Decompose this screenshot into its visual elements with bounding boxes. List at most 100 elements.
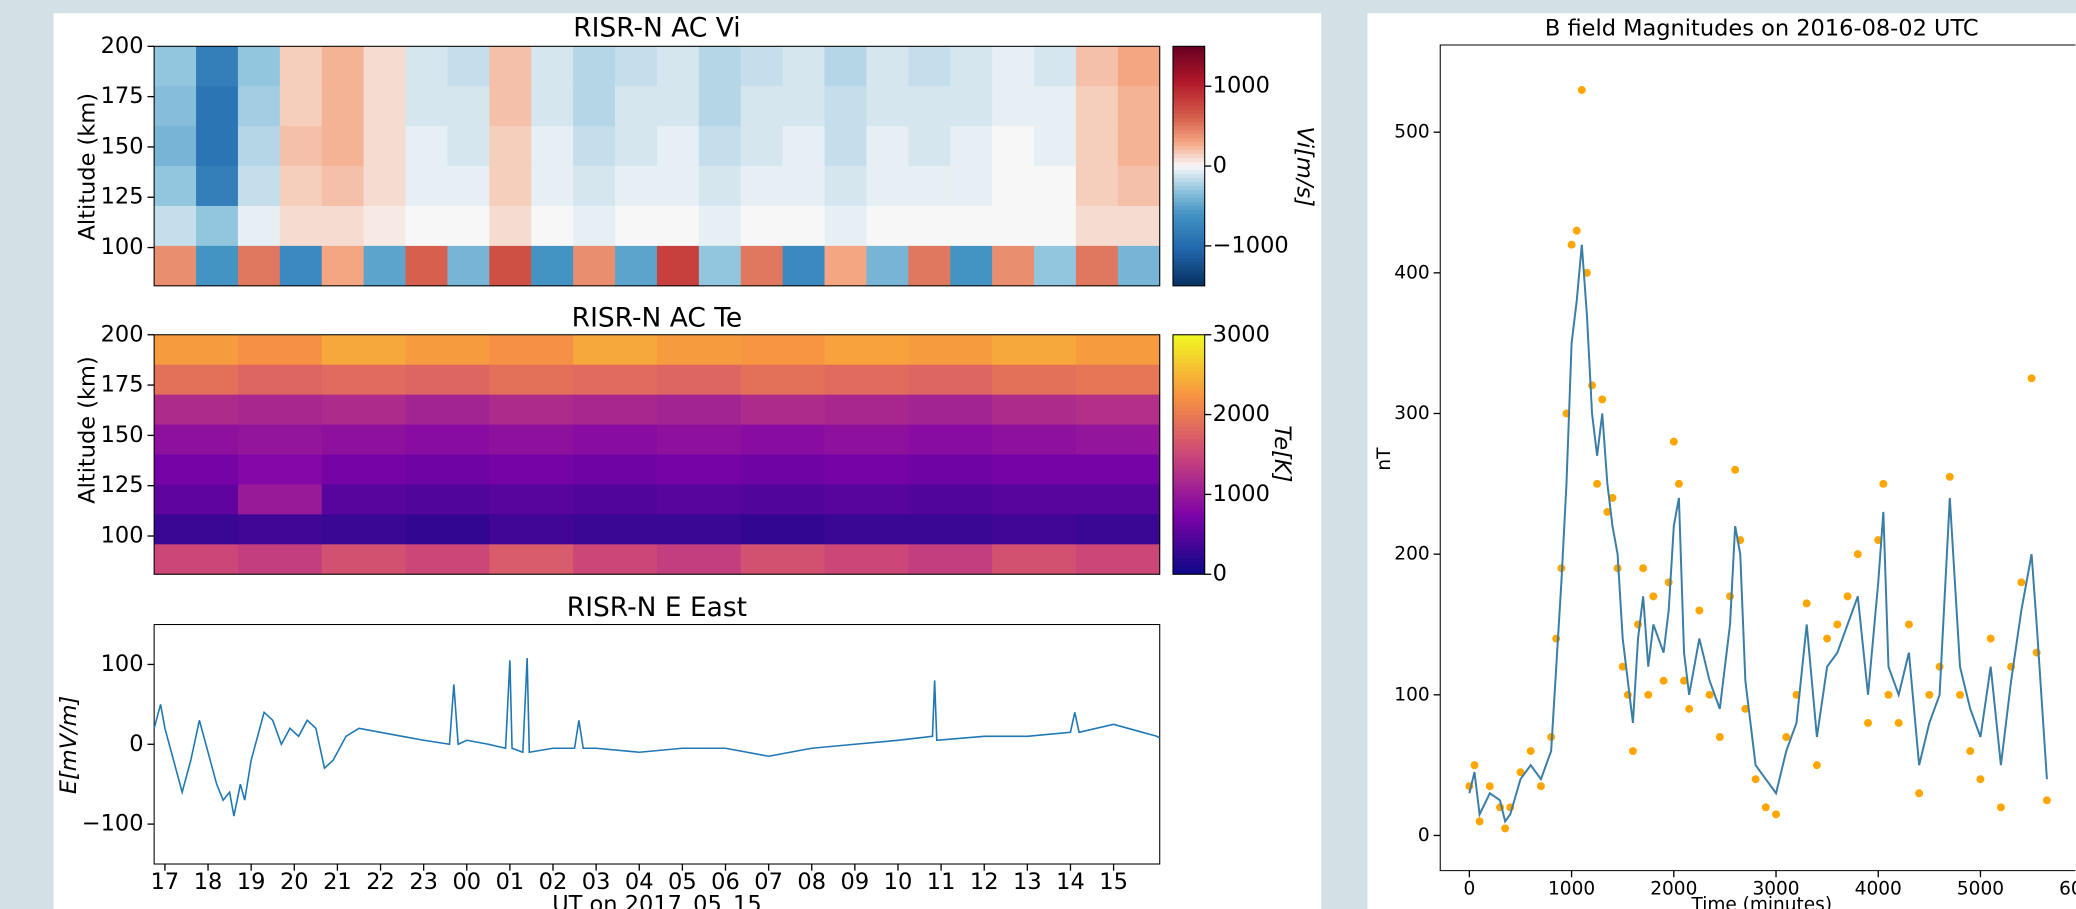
colorbar-segment (1172, 86, 1205, 91)
heatmap-cell (992, 205, 1035, 247)
scatter-point (1853, 550, 1862, 559)
heatmap-cell (489, 394, 574, 425)
x-tick-label: 5000 (1957, 879, 2004, 900)
heatmap-cell (489, 544, 574, 575)
heatmap-cell (782, 86, 825, 127)
colorbar-segment (1172, 386, 1205, 392)
colorbar-segment (1172, 126, 1205, 131)
heatmap-cell (237, 334, 323, 366)
colorbar-segment (1172, 402, 1205, 407)
heatmap-cell (237, 86, 281, 127)
colorbar-segment (1172, 249, 1205, 255)
heatmap-cell (992, 245, 1035, 287)
colorbar-segment (1172, 138, 1205, 143)
heatmap-cell (782, 46, 825, 87)
heatmap-cell (740, 245, 784, 287)
colorbar-segment (1172, 98, 1205, 103)
colorbar-segment (1172, 46, 1205, 51)
heatmap-cell (824, 364, 909, 396)
scatter-point (1751, 775, 1760, 784)
heatmap-cell (363, 46, 406, 87)
heatmap-cell (698, 166, 742, 207)
heatmap-cell (656, 514, 742, 545)
x-tick-label: 18 (194, 869, 223, 895)
colorbar-segment (1172, 338, 1205, 344)
colorbar-segment (1172, 114, 1205, 119)
heatmap-cell (656, 245, 700, 287)
colorbar-segment (1172, 382, 1205, 388)
scatter-point (1628, 747, 1637, 756)
heatmap-cell (321, 544, 406, 575)
y-tick-label: 500 (1394, 122, 1429, 143)
heatmap-cell (740, 166, 784, 207)
heatmap-cell (992, 86, 1035, 127)
colorbar-segment (1172, 245, 1205, 251)
heatmap-cell (405, 544, 490, 575)
heatmap-cell (196, 205, 239, 247)
heatmap-cell (992, 454, 1077, 485)
heatmap-cell (405, 245, 448, 287)
colorbar-segment (1172, 506, 1205, 511)
colorbar-segment (1172, 209, 1205, 215)
scatter-point (1823, 634, 1832, 643)
heatmap-cell (824, 46, 867, 87)
colorbar-segment (1172, 446, 1205, 451)
heatmap-cell (363, 86, 406, 127)
heatmap-cell (782, 126, 825, 167)
y-tick-label: 100 (101, 234, 144, 260)
heatmap-cell (866, 166, 909, 207)
colorbar-segment (1172, 58, 1205, 63)
x-tick-label: 0 (1463, 879, 1475, 900)
heatmap-cell (1075, 364, 1161, 396)
heatmap-cell (447, 86, 490, 127)
heatmap-cell (154, 126, 197, 167)
heatmap-cell (405, 126, 448, 167)
heatmap-cell (573, 205, 616, 247)
colorbar-segment (1172, 277, 1205, 283)
y-tick-label: 200 (1394, 544, 1429, 565)
colorbar-segment (1172, 562, 1205, 567)
heatmap-cell (615, 245, 658, 287)
colorbar-segment (1172, 162, 1205, 167)
heatmap-cell (154, 544, 239, 575)
heatmap-cell (1075, 126, 1119, 167)
x-tick-label: 6000 (2059, 879, 2076, 900)
scatter-point (1674, 479, 1683, 488)
x-tick-label: 4000 (1855, 879, 1902, 900)
heatmap-cell (489, 46, 532, 87)
colorbar-tick-label: 0 (1213, 561, 1227, 587)
heatmap-cell (1117, 205, 1161, 247)
colorbar-segment (1172, 542, 1205, 547)
colorbar-segment (1172, 478, 1205, 483)
heatmap-cell (531, 205, 574, 247)
colorbar-segment (1172, 178, 1205, 183)
heatmap-cell (154, 205, 197, 247)
heatmap-cell (573, 514, 658, 545)
heatmap-cell (908, 205, 951, 247)
heatmap-cell (531, 86, 574, 127)
colorbar-segment (1172, 518, 1205, 523)
heatmap-cell (489, 126, 532, 167)
heatmap-cell (782, 166, 825, 207)
heatmap-cell (489, 514, 574, 545)
heatmap-cell (1117, 126, 1161, 167)
scatter-point (1669, 437, 1678, 446)
colorbar-segment (1172, 130, 1205, 135)
colorbar-segment (1172, 166, 1205, 171)
colorbar-segment (1172, 170, 1205, 175)
x-tick-label: 03 (582, 869, 611, 895)
heatmap-cell (196, 126, 239, 167)
heatmap-cell (866, 86, 909, 127)
colorbar-segment (1172, 514, 1205, 519)
colorbar-segment (1172, 526, 1205, 531)
colorbar-segment (1172, 422, 1205, 427)
colorbar-segment (1172, 281, 1205, 287)
scatter-point (1966, 747, 1975, 756)
heatmap-cell (740, 205, 784, 247)
x-tick-label: 02 (539, 869, 568, 895)
heatmap-cell (531, 245, 574, 287)
heatmap-cell (321, 364, 406, 396)
colorbar-segment (1172, 470, 1205, 475)
heatmap-cell (740, 334, 825, 366)
scatter-point (1572, 226, 1581, 235)
